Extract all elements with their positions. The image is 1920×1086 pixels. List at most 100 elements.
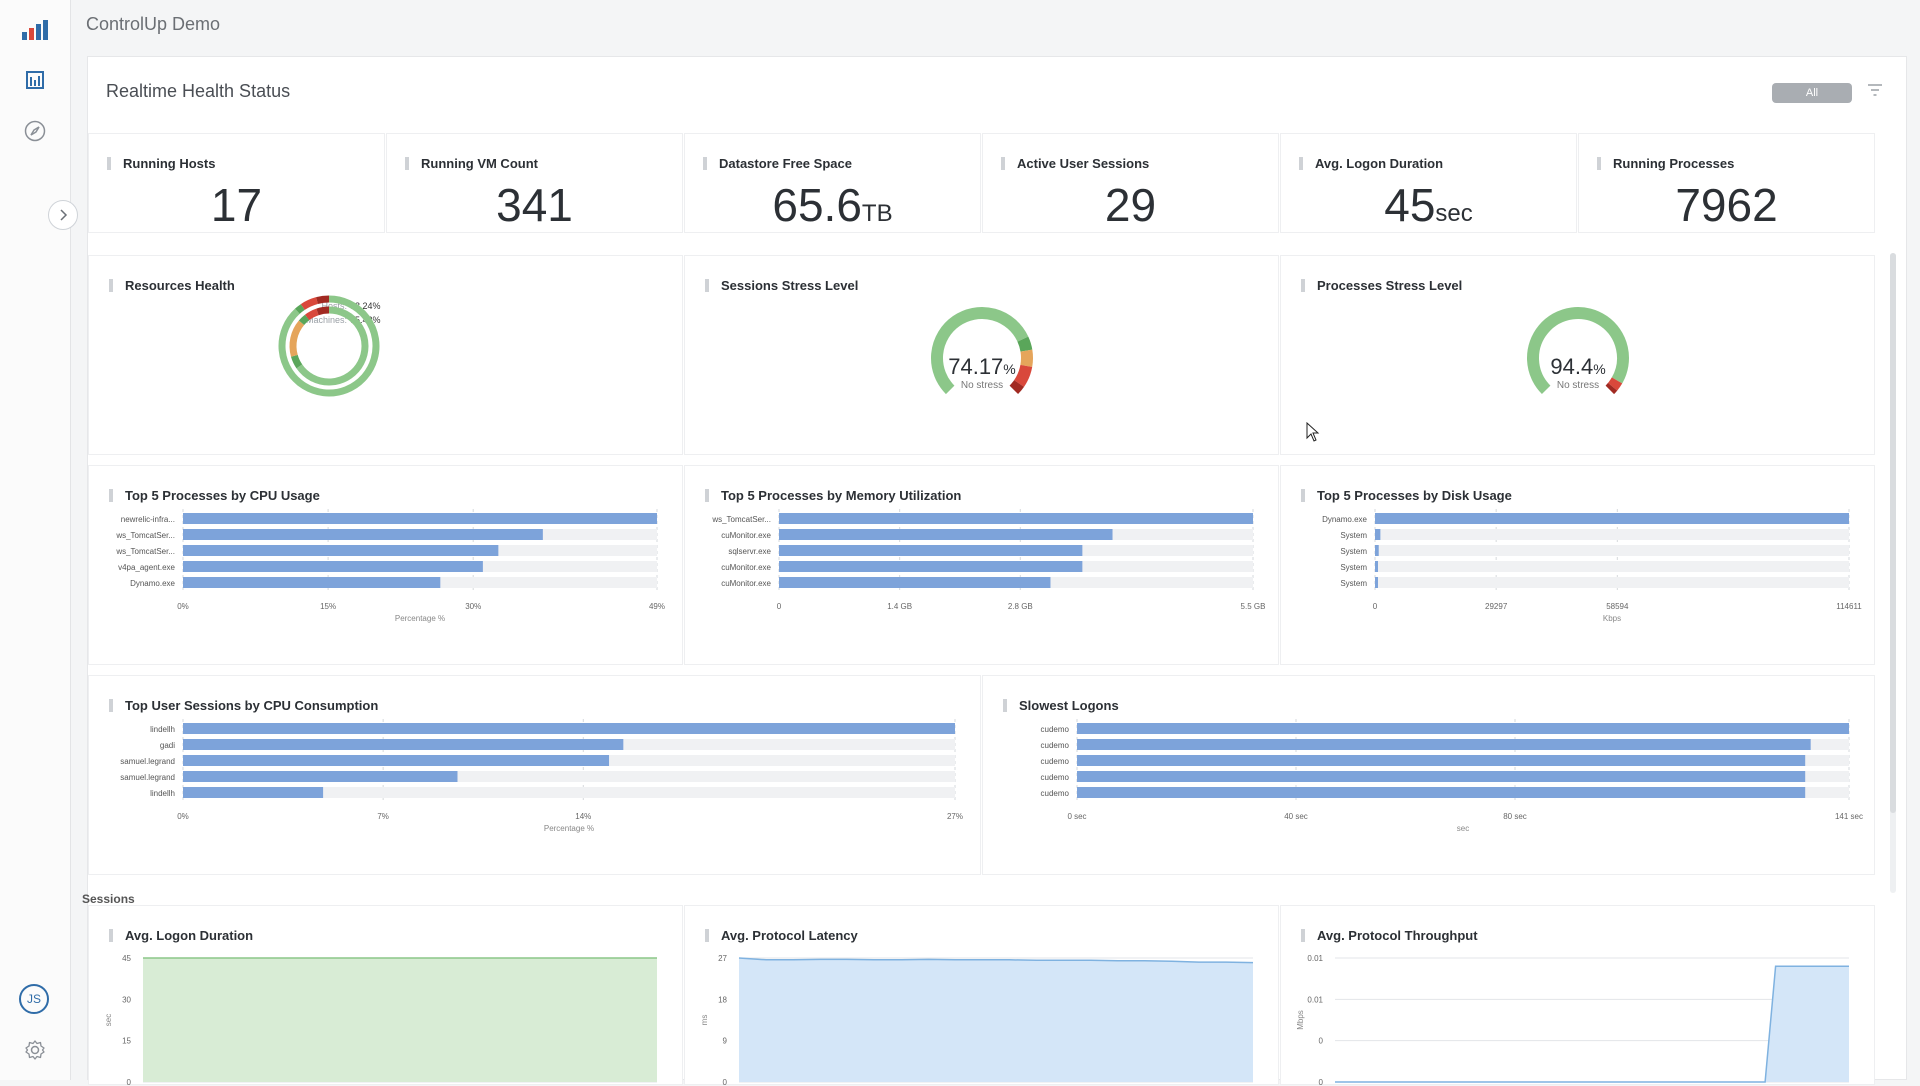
area-fill <box>143 958 657 1082</box>
y-axis-label: Mbps <box>1296 1010 1305 1030</box>
bar <box>183 577 441 588</box>
dashboard-main: Realtime Health Status All Running Hosts… <box>82 56 1907 1086</box>
y-tick-label: 0.01 <box>1307 995 1323 1004</box>
bar <box>1375 513 1849 524</box>
sidebar: JS <box>0 0 71 1080</box>
panel-title: Resources Health <box>109 278 235 293</box>
x-tick-label: 2.8 GB <box>1008 602 1033 611</box>
category-label: newrelic-infra... <box>121 515 175 524</box>
x-tick-label: 7% <box>377 812 389 821</box>
hosts-ring-segment <box>294 304 305 314</box>
bar <box>1375 545 1379 556</box>
x-tick-label: 5.5 GB <box>1241 602 1266 611</box>
kpi-datastore-free-space: Datastore Free Space 65.6TB <box>684 133 981 233</box>
kpi-title: Running VM Count <box>405 156 538 171</box>
expand-sidebar-button[interactable] <box>48 200 78 230</box>
y-axis-label: sec <box>104 1014 113 1026</box>
resources-health-panel: Resources Health Hosts: 88.24% Machines:… <box>88 255 683 455</box>
filter-icon[interactable] <box>1867 83 1883 102</box>
x-tick-label: 141 sec <box>1835 812 1863 821</box>
bar-track <box>1375 529 1849 540</box>
category-label: cudemo <box>1041 789 1070 798</box>
kpi-value: 7962 <box>1675 179 1778 231</box>
bar <box>183 561 483 572</box>
bar <box>183 755 610 766</box>
kpi-value: 65.6TB <box>772 179 893 231</box>
x-tick-label: 0% <box>177 812 189 821</box>
bar-track <box>1375 577 1849 588</box>
bar <box>779 577 1051 588</box>
bar <box>1375 529 1381 540</box>
category-label: sqlservr.exe <box>728 547 771 556</box>
sessions-stress-gauge: 74.17% No stress <box>931 307 1033 395</box>
hosts-value: 88.24% <box>350 301 381 311</box>
kpi-running-processes: Running Processes 7962 <box>1578 133 1875 233</box>
category-label: lindellh <box>150 725 175 734</box>
x-axis-label: Percentage % <box>395 614 445 623</box>
machines-ring-segment <box>305 308 319 321</box>
category-label: gadi <box>160 741 175 750</box>
panel-title: Slowest Logons <box>1003 698 1119 713</box>
category-label: samuel.legrand <box>120 773 175 782</box>
panel-title: Top 5 Processes by CPU Usage <box>109 488 320 503</box>
avg-protocol-latency-chart: 0 9 18 27 ms <box>700 954 1254 1086</box>
app-logo-icon[interactable] <box>18 13 52 47</box>
slowest-logons-panel: Slowest Logons 0 sec 40 sec 80 sec 141 sec c… <box>982 675 1875 875</box>
gauge-ok-arc <box>931 307 1029 395</box>
x-tick-label: 0 sec <box>1067 812 1086 821</box>
x-tick-label: 0% <box>177 602 189 611</box>
kpi-title: Datastore Free Space <box>703 156 852 171</box>
slowest-logons-chart: 0 sec 40 sec 80 sec 141 sec cudemo cudemo cude… <box>1041 719 1863 833</box>
kpi-value: 17 <box>210 179 263 231</box>
y-tick-label: 18 <box>718 995 727 1004</box>
kpi-title: Running Hosts <box>107 156 215 171</box>
category-label: cudemo <box>1041 757 1070 766</box>
all-filter-toggle[interactable]: All <box>1772 83 1852 103</box>
x-tick-label: 40 sec <box>1284 812 1308 821</box>
x-tick-label: 0 <box>1373 602 1378 611</box>
x-tick-label: 27% <box>947 812 963 821</box>
y-tick-label: 30 <box>122 995 131 1004</box>
machines-ring-segment <box>316 306 330 316</box>
dashboard-icon[interactable] <box>18 63 52 97</box>
resources-health-donut: Hosts: 88.24% Machines: 65.42% <box>278 295 381 397</box>
x-tick-label: 1.4 GB <box>887 602 912 611</box>
y-tick-label: 0 <box>1319 1037 1324 1046</box>
bar <box>1077 771 1806 782</box>
x-tick-label: 114611 <box>1836 602 1862 611</box>
bar <box>1077 787 1806 798</box>
avg-logon-duration-panel: Avg. Logon Duration 0 15 30 45 sec <box>88 905 683 1086</box>
processes-stress-gauge: 94.4% No stress <box>1527 307 1629 395</box>
x-tick-label: 14% <box>575 812 591 821</box>
hosts-ring-segment <box>316 295 330 304</box>
category-label: System <box>1340 563 1367 572</box>
machines-ring-segment <box>289 320 305 357</box>
y-tick-label: 0 <box>723 1078 728 1086</box>
mouse-cursor-icon <box>1306 422 1320 442</box>
bar-track <box>183 771 955 782</box>
x-axis-label: Percentage % <box>544 824 594 833</box>
bar <box>1375 577 1378 588</box>
compass-icon[interactable] <box>18 114 52 148</box>
machines-ring-segment <box>290 354 303 369</box>
panel-title: Avg. Protocol Throughput <box>1301 928 1478 943</box>
bar <box>183 723 955 734</box>
x-tick-label: 58594 <box>1606 602 1629 611</box>
scrollbar-track[interactable] <box>1890 253 1896 893</box>
kpi-running-hosts: Running Hosts 17 <box>88 133 385 233</box>
user-avatar[interactable]: JS <box>19 984 49 1014</box>
scrollbar-thumb[interactable] <box>1890 253 1896 813</box>
user-sessions-cpu-panel: Top User Sessions by CPU Consumption 0% 7… <box>88 675 981 875</box>
memory-utilization-panel: Top 5 Processes by Memory Utilization 0 1… <box>684 465 1279 665</box>
processes-stress-panel: Processes Stress Level 94.4% No stress <box>1280 255 1875 455</box>
panel-title: Avg. Protocol Latency <box>705 928 858 943</box>
kpi-title: Active User Sessions <box>1001 156 1149 171</box>
panel-title: Top 5 Processes by Memory Utilization <box>705 488 961 503</box>
bar <box>183 771 458 782</box>
bar <box>183 787 324 798</box>
settings-gear-icon[interactable] <box>18 1033 52 1067</box>
kpi-running-vm-count: Running VM Count 341 <box>386 133 683 233</box>
x-tick-label: 30% <box>465 602 481 611</box>
category-label: cudemo <box>1041 773 1070 782</box>
gauge-segment <box>1605 382 1618 395</box>
